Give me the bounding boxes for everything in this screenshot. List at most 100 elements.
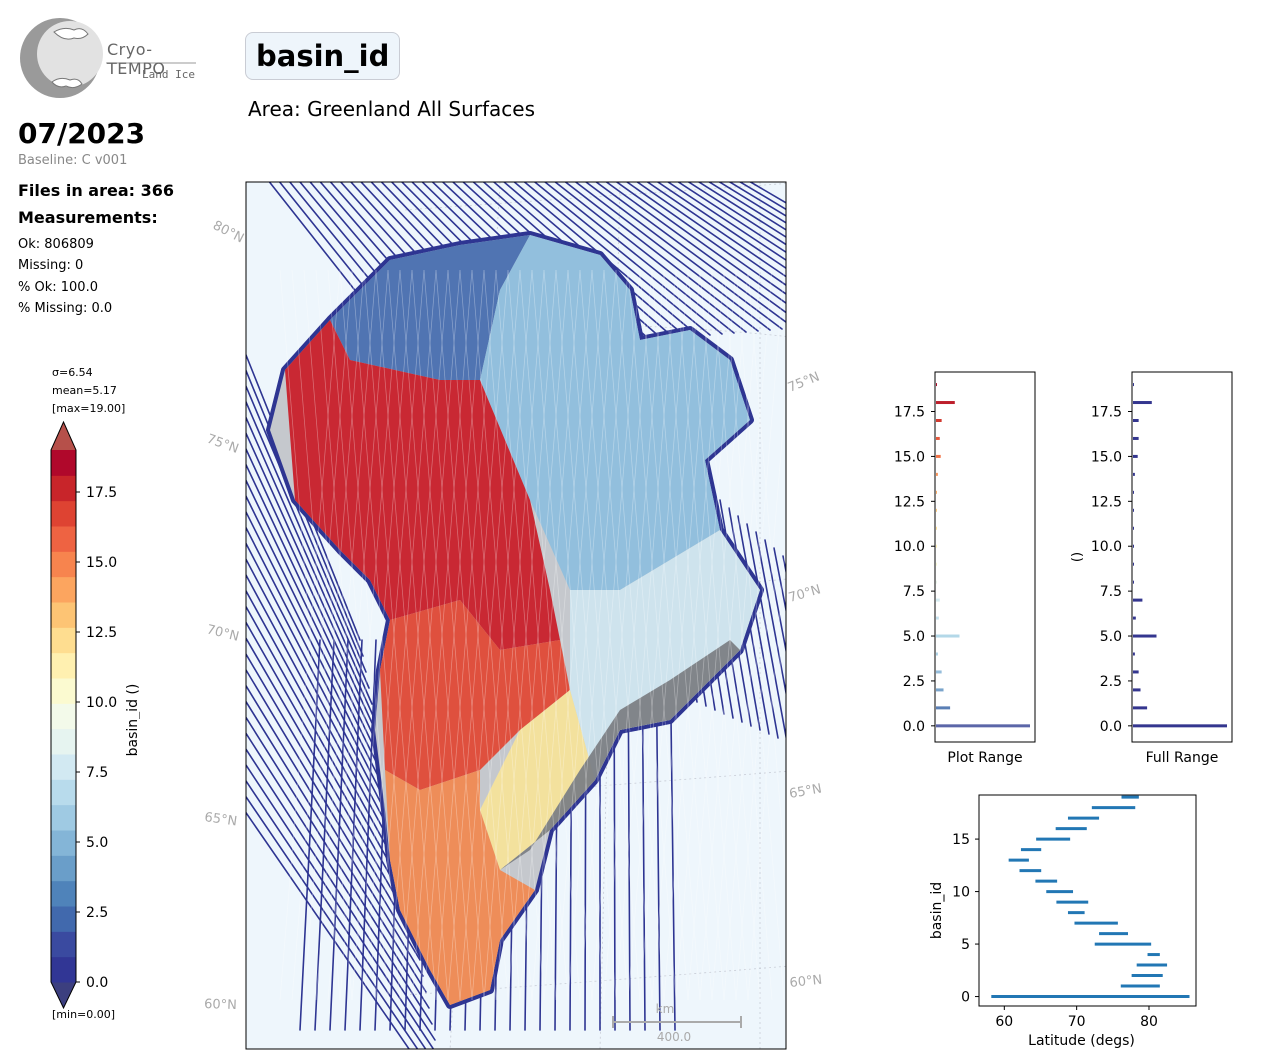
- track-overlay-line: [399, 269, 461, 1001]
- satellite-track: [344, 639, 363, 1031]
- histogram-bar: [936, 401, 955, 405]
- satellite-track: [246, 384, 367, 673]
- baseline-label: Baseline: C v001: [18, 153, 128, 168]
- histogram-ylabel: (): [1070, 552, 1085, 562]
- colorbar-tick-label: 15.0: [86, 555, 117, 571]
- colorbar-segment: [51, 830, 76, 856]
- histogram-ytick-label: 2.5: [903, 674, 925, 690]
- track-overlay-line: [699, 269, 761, 1001]
- scalebar-value: 400.0: [657, 1030, 691, 1044]
- track-overlay-line: [615, 269, 677, 1001]
- range-ytick-label: 0: [961, 990, 970, 1006]
- satellite-track: [246, 415, 373, 705]
- track-overlay-line: [615, 269, 677, 1001]
- range-ylabel: basin_id: [929, 882, 945, 939]
- histogram-bar: [936, 634, 960, 638]
- lat-label-right: 65°N: [788, 781, 823, 801]
- histogram-bar: [1133, 383, 1134, 387]
- colorbar-segment: [51, 855, 76, 882]
- track-overlay-line: [723, 269, 785, 1001]
- cryo-tempo-logo: Cryo-TEMPO Land Ice: [18, 16, 203, 100]
- track-overlay-line: [471, 269, 533, 1001]
- track-overlay-line: [483, 269, 545, 1001]
- histogram-bar: [936, 580, 937, 584]
- colorbar-sigma: σ=6.54: [52, 366, 93, 379]
- histogram-ytick-label: 0.0: [903, 719, 925, 735]
- histogram-ytick-label: 5.0: [1100, 629, 1122, 645]
- track-overlay-line: [639, 269, 701, 1001]
- track-overlay-line: [375, 269, 437, 1001]
- track-overlay-line: [603, 269, 665, 1001]
- track-overlay-line: [495, 269, 557, 1001]
- histogram-bar: [936, 670, 942, 674]
- colorbar-segment: [51, 703, 76, 730]
- histogram-ytick-label: 17.5: [894, 405, 925, 421]
- track-overlay-line: [507, 269, 569, 1001]
- track-overlay-line: [423, 269, 485, 1001]
- histogram-bar: [936, 508, 937, 512]
- satellite-track: [314, 639, 335, 1031]
- histogram-ytick-label: 15.0: [1091, 449, 1122, 465]
- date-label: 07/2023: [18, 117, 146, 150]
- track-overlay-line: [279, 269, 341, 1001]
- track-overlay-line: [411, 269, 473, 1001]
- track-overlay-line: [327, 269, 389, 1001]
- basin-west: [285, 320, 560, 650]
- histogram-bar: [936, 436, 940, 440]
- colorbar-tick-label: 17.5: [86, 485, 117, 501]
- satellite-track: [246, 605, 409, 897]
- histogram-bar: [1133, 724, 1227, 728]
- lat-label-left: 75°N: [205, 432, 241, 457]
- track-overlay-line: [327, 269, 389, 1001]
- satellite-track: [299, 639, 321, 1031]
- lat-label-left: 65°N: [203, 810, 238, 829]
- track-overlay-line: [315, 269, 377, 1001]
- histogram-bar: [936, 562, 937, 566]
- satellite-track: [523, 182, 711, 336]
- track-overlay-line: [699, 269, 761, 1001]
- stat-missing: Missing: 0: [18, 258, 84, 273]
- track-overlay-line: [675, 269, 737, 1001]
- histogram-bar: [1133, 616, 1136, 620]
- track-overlay-line: [663, 269, 725, 1001]
- colorbar-tick-label: 0.0: [86, 975, 108, 991]
- histogram-bar: [1133, 401, 1152, 405]
- histogram-ytick-label: 0.0: [1100, 719, 1122, 735]
- satellite-track: [246, 795, 419, 1049]
- basin-northwest: [330, 235, 530, 380]
- satellite-track: [605, 182, 786, 314]
- track-overlay-line: [675, 269, 737, 1001]
- logo-text-subtitle: Land Ice: [142, 68, 195, 81]
- satellite-track: [246, 668, 421, 961]
- histogram-ytick-label: 7.5: [903, 584, 925, 600]
- track-overlay-line: [279, 269, 341, 1001]
- track-overlay-line: [447, 269, 509, 1001]
- colorbar-mean: mean=5.17: [52, 384, 117, 397]
- colorbar: 0.0 2.5 5.0 7.5 10.0 12.5 15.0 17.5 basin_id (): [50, 420, 140, 1010]
- track-overlay-line: [363, 269, 425, 1001]
- satellite-track: [656, 182, 786, 270]
- colorbar-max: [max=19.00]: [52, 402, 126, 415]
- histogram-bar: [1133, 454, 1138, 458]
- colorbar-segment: [51, 551, 76, 578]
- basin-south: [385, 770, 535, 1005]
- histogram-bar: [1133, 706, 1148, 710]
- logo-graphic: [20, 18, 196, 98]
- satellite-track: [764, 539, 786, 655]
- satellite-track: [738, 182, 786, 211]
- lat-label-left: 70°N: [205, 622, 240, 644]
- colorbar-under-triangle: [51, 982, 76, 1008]
- satellite-track: [615, 182, 786, 305]
- colorbar-segment: [51, 602, 76, 628]
- satellite-track: [697, 182, 786, 238]
- histogram-ytick-label: 12.5: [1091, 494, 1122, 510]
- track-overlay-line: [411, 269, 473, 1001]
- colorbar-segment: [51, 500, 76, 527]
- track-overlay-line: [471, 269, 533, 1001]
- colorbar-tick-label: 12.5: [86, 625, 117, 641]
- track-overlay-line: [555, 269, 617, 1001]
- colorbar-segment: [51, 526, 76, 552]
- histogram-ytick-label: 15.0: [894, 449, 925, 465]
- track-overlay-line: [603, 269, 665, 1001]
- satellite-track: [246, 731, 433, 1025]
